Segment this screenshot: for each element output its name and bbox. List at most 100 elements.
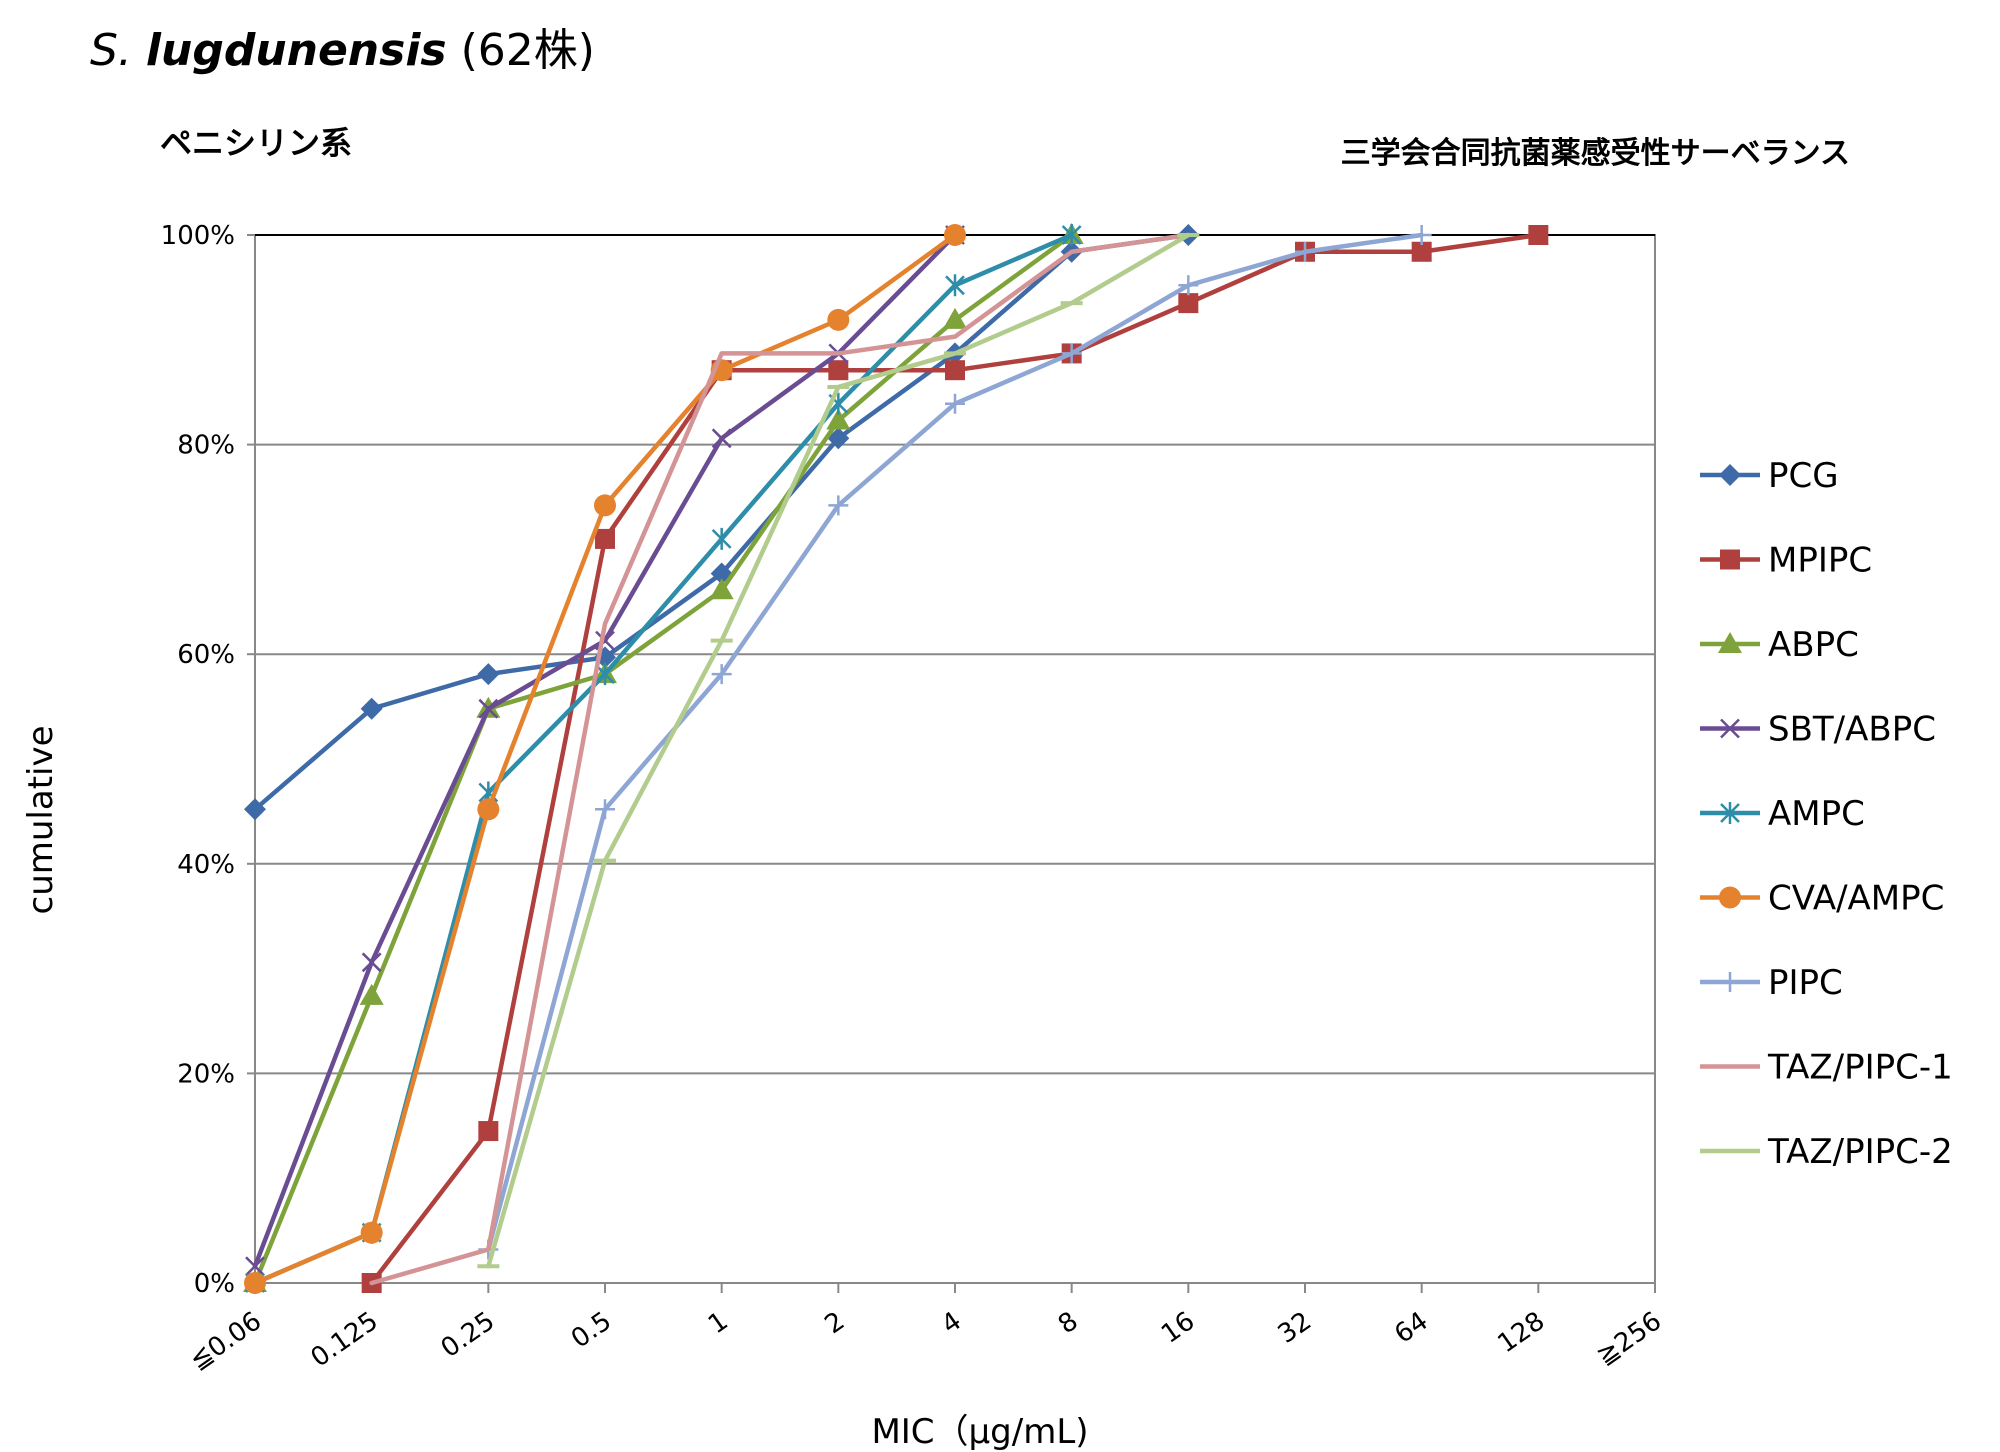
data-point-cva-ampc — [827, 308, 850, 331]
x-tick-label: ≧256 — [1591, 1306, 1667, 1372]
y-axis: 0% 20% 40% 60% 80% 100% — [161, 221, 255, 1299]
y-tick-label: 60% — [177, 640, 235, 670]
data-point-pipc — [595, 799, 615, 820]
data-point-pipc — [711, 664, 732, 685]
legend-label: PCG — [1768, 456, 1839, 496]
species-epithet: lugdunensis — [145, 25, 447, 76]
legend-label: CVA/AMPC — [1768, 879, 1944, 919]
drug-class-label: ペニシリン系 — [160, 124, 353, 162]
data-point-sbt-abpc — [711, 428, 732, 449]
data-point-mpipc — [828, 360, 849, 381]
legend-item-pipc: PIPC — [1700, 963, 1843, 1003]
x-tick-label: 128 — [1492, 1306, 1550, 1359]
legend-marker — [1720, 718, 1740, 739]
legend-marker — [1720, 802, 1740, 824]
legend-item-cva-ampc: CVA/AMPC — [1700, 879, 1944, 919]
data-point-sbt-abpc — [361, 952, 382, 973]
data-point-sbt-abpc — [478, 698, 499, 719]
y-tick-label: 100% — [161, 221, 235, 251]
y-tick-label: 80% — [177, 431, 235, 461]
data-point-pcg — [827, 427, 850, 450]
legend-label: SBT/ABPC — [1768, 710, 1936, 750]
data-point-ampc — [1061, 224, 1082, 246]
data-point-pipc — [1061, 343, 1082, 364]
legend-item-pcg: PCG — [1700, 456, 1839, 496]
x-tick-label: 1 — [703, 1306, 734, 1340]
data-point-cva-ampc — [594, 494, 616, 517]
data-point-mpipc — [595, 528, 615, 549]
y-tick-label: 20% — [177, 1059, 235, 1089]
data-point-pipc — [1295, 241, 1315, 262]
data-point-mpipc — [945, 360, 965, 381]
data-point-ampc — [945, 274, 965, 297]
legend-item-abpc: ABPC — [1700, 625, 1859, 665]
series-line-abpc — [252, 232, 1074, 1286]
y-axis-label: cumulative — [21, 725, 61, 914]
x-tick-label: 64 — [1389, 1306, 1433, 1350]
series-cva-ampc — [244, 224, 966, 1294]
data-point-pipc — [1411, 225, 1432, 245]
series-pipc — [478, 225, 1432, 1260]
legend-item-taz-pipc-2: TAZ/PIPC-2 — [1700, 1132, 1953, 1172]
data-point-pipc — [945, 393, 965, 414]
data-point-abpc — [943, 307, 967, 329]
data-point-pcg — [244, 798, 266, 821]
data-point-abpc — [826, 408, 851, 430]
series-taz-pipc-1 — [369, 232, 1191, 1286]
x-tick-label: 4 — [936, 1306, 967, 1340]
data-point-pipc — [828, 495, 849, 516]
data-point-cva-ampc — [944, 224, 966, 246]
data-point-mpipc — [478, 1121, 499, 1142]
strain-count: (62株) — [460, 25, 595, 76]
series-group — [243, 223, 1549, 1294]
legend-item-mpipc: MPIPC — [1700, 541, 1872, 581]
data-point-pcg — [477, 663, 500, 686]
data-point-abpc — [359, 983, 384, 1005]
legend-item-sbt-abpc: SBT/ABPC — [1700, 710, 1936, 750]
data-point-pipc — [1178, 275, 1199, 296]
x-tick-label: 8 — [1053, 1306, 1084, 1340]
legend-label: PIPC — [1768, 963, 1843, 1003]
legend-label: TAZ/PIPC-2 — [1767, 1132, 1953, 1172]
series-pcg — [244, 224, 1200, 821]
legend-label: ABPC — [1768, 625, 1859, 665]
x-tick-label: 0.25 — [436, 1306, 501, 1364]
legend-item-ampc: AMPC — [1700, 794, 1865, 834]
x-axis: ≦0.06 0.125 0.25 0.5 1 2 4 8 16 32 64 128 ≧256 — [185, 1283, 1667, 1376]
data-point-abpc — [709, 578, 734, 600]
data-point-mpipc — [1411, 241, 1432, 262]
species-name: S. lugdunensis — [90, 25, 447, 76]
x-tick-label: 0.5 — [566, 1306, 617, 1354]
legend-item-taz-pipc-1: TAZ/PIPC-1 — [1700, 1048, 1953, 1088]
data-point-mpipc — [1528, 225, 1549, 245]
series-taz-pipc-2 — [477, 232, 1200, 1269]
x-axis-label: MIC（μg/mL) — [871, 1412, 1088, 1452]
legend: PCG MPIPC ABPC SBT/ABPC AMPC CVA/AMPC PIPC TAZ/… — [1700, 456, 1953, 1172]
data-point-ampc — [711, 527, 732, 550]
data-point-sbt-abpc — [245, 1256, 265, 1277]
legend-label: AMPC — [1768, 794, 1865, 834]
data-point-mpipc — [1178, 293, 1199, 314]
legend-marker — [1720, 549, 1740, 570]
legend-marker — [1720, 972, 1740, 992]
x-tick-label: 2 — [820, 1306, 851, 1340]
data-point-pcg — [360, 697, 383, 720]
species-genus: S. — [90, 25, 132, 76]
x-tick-label: 32 — [1273, 1306, 1317, 1350]
chart-title: S. lugdunensis (62株) — [90, 14, 595, 78]
legend-marker — [1719, 886, 1741, 909]
x-tick-label: ≦0.06 — [185, 1306, 267, 1376]
y-tick-label: 0% — [194, 1269, 235, 1299]
x-tick-label: 16 — [1156, 1306, 1200, 1350]
legend-label: MPIPC — [1768, 541, 1872, 581]
y-tick-label: 40% — [177, 850, 235, 880]
surveillance-source: 三学会合同抗菌薬感受性サーベランス — [1340, 136, 1850, 171]
data-point-cva-ampc — [477, 798, 500, 821]
series-line-taz-pipc-1 — [369, 232, 1191, 1286]
legend-label: TAZ/PIPC-1 — [1767, 1048, 1953, 1088]
legend-marker — [1718, 632, 1742, 653]
x-tick-label: 0.125 — [305, 1306, 383, 1373]
legend-marker — [1719, 464, 1741, 486]
data-point-cva-ampc — [360, 1221, 383, 1244]
